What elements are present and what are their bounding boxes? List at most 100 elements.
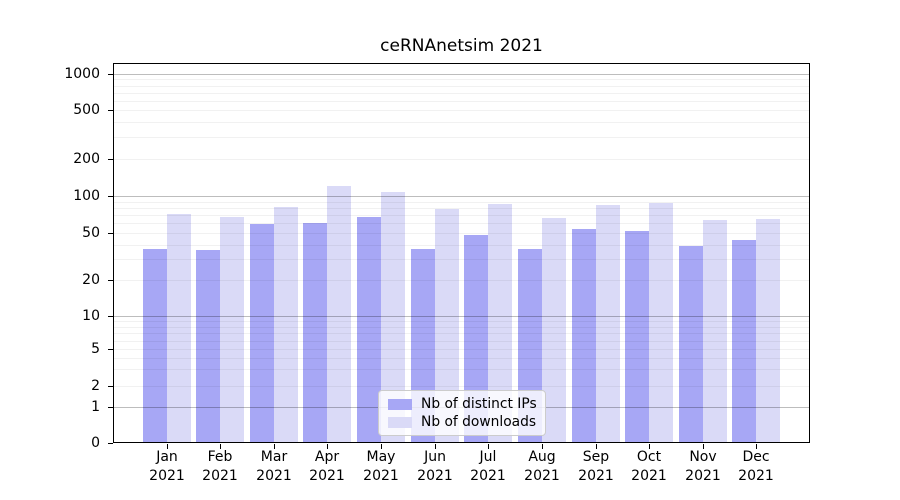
x-tick-month: Jan <box>156 449 178 465</box>
x-tick-mark-may <box>381 444 382 449</box>
x-tick-label-feb: Feb 2021 <box>188 448 252 486</box>
y-tick-label-20: 20 <box>82 272 100 288</box>
x-tick-mark-sep <box>596 444 597 449</box>
x-tick-year: 2021 <box>309 468 345 484</box>
x-tick-year: 2021 <box>470 468 506 484</box>
bar-downloads-apr <box>327 186 352 443</box>
gridline-minor-4 <box>114 358 809 359</box>
gridline-minor-200 <box>114 159 809 160</box>
gridline-minor-600 <box>114 101 809 102</box>
x-tick-year: 2021 <box>738 468 774 484</box>
gridline-minor-5 <box>114 349 809 350</box>
legend-item-distinct-ips: Nb of distinct IPs <box>388 396 537 412</box>
gridline-minor-60 <box>114 223 809 224</box>
x-tick-month: Nov <box>689 449 717 465</box>
bar-downloads-nov <box>702 220 727 443</box>
y-tick-mark-1000 <box>108 74 113 75</box>
legend-label-distinct-ips: Nb of distinct IPs <box>421 396 537 412</box>
x-tick-label-apr: Apr 2021 <box>295 448 359 486</box>
bar-distinct-ips-mar <box>249 224 274 443</box>
x-tick-month: Oct <box>636 449 662 465</box>
x-tick-label-jul: Jul 2021 <box>456 448 520 486</box>
legend-swatch-distinct-ips-icon <box>388 398 412 410</box>
y-tick-mark-20 <box>108 280 113 281</box>
gridline-major-100 <box>114 196 809 197</box>
y-tick-mark-50 <box>108 233 113 234</box>
gridline-minor-900 <box>114 79 809 80</box>
x-tick-mark-oct <box>649 444 650 449</box>
bar-distinct-ips-may <box>357 216 382 443</box>
y-tick-mark-10 <box>108 316 113 317</box>
x-tick-month: May <box>366 449 396 465</box>
gridline-minor-500 <box>114 110 809 111</box>
x-tick-mark-jan <box>167 444 168 449</box>
y-tick-label-10: 10 <box>82 308 100 324</box>
gridline-minor-2 <box>114 386 809 387</box>
gridline-minor-400 <box>114 122 809 123</box>
x-tick-year: 2021 <box>363 468 399 484</box>
y-tick-label-200: 200 <box>73 151 100 167</box>
y-tick-label-2: 2 <box>91 378 100 394</box>
y-tick-mark-2 <box>108 386 113 387</box>
gridline-minor-20 <box>114 280 809 281</box>
bar-distinct-ips-feb <box>196 250 221 443</box>
bar-distinct-ips-jan <box>142 248 167 443</box>
x-tick-label-jan: Jan 2021 <box>135 448 199 486</box>
x-tick-label-sep: Sep 2021 <box>564 448 628 486</box>
y-tick-mark-500 <box>108 110 113 111</box>
x-tick-label-nov: Nov 2021 <box>671 448 735 486</box>
legend: Nb of distinct IPs Nb of downloads <box>378 390 546 436</box>
y-tick-label-1: 1 <box>91 399 100 415</box>
x-tick-mark-nov <box>703 444 704 449</box>
gridline-major-10 <box>114 316 809 317</box>
gridline-minor-80 <box>114 208 809 209</box>
gridline-minor-300 <box>114 137 809 138</box>
bar-distinct-ips-nov <box>678 245 703 443</box>
gridline-major-1000 <box>114 74 809 75</box>
x-tick-month: Sep <box>582 449 610 465</box>
y-tick-label-100: 100 <box>73 188 100 204</box>
y-tick-mark-100 <box>108 196 113 197</box>
x-tick-mark-feb <box>220 444 221 449</box>
y-tick-mark-200 <box>108 159 113 160</box>
x-tick-mark-jul <box>488 444 489 449</box>
bar-distinct-ips-sep <box>571 229 596 443</box>
x-tick-mark-apr <box>327 444 328 449</box>
bar-downloads-mar <box>273 206 298 443</box>
chart-title: ceRNAnetsim 2021 <box>380 36 543 56</box>
gridline-minor-6 <box>114 341 809 342</box>
x-tick-label-jun: Jun 2021 <box>403 448 467 486</box>
y-tick-label-50: 50 <box>82 225 100 241</box>
x-tick-mark-aug <box>542 444 543 449</box>
gridline-minor-7 <box>114 333 809 334</box>
gridline-minor-50 <box>114 233 809 234</box>
x-tick-year: 2021 <box>685 468 721 484</box>
x-tick-label-mar: Mar 2021 <box>242 448 306 486</box>
legend-label-downloads: Nb of downloads <box>421 414 537 430</box>
y-tick-label-1000: 1000 <box>64 66 100 82</box>
x-tick-month: Feb <box>207 449 233 465</box>
bar-distinct-ips-dec <box>732 239 757 443</box>
gridline-minor-90 <box>114 202 809 203</box>
bar-downloads-sep <box>595 204 620 443</box>
gridline-minor-700 <box>114 93 809 94</box>
x-tick-label-dec: Dec 2021 <box>724 448 788 486</box>
legend-swatch-downloads-icon <box>388 416 412 428</box>
x-tick-year: 2021 <box>631 468 667 484</box>
x-tick-month: Jul <box>479 449 497 465</box>
x-tick-year: 2021 <box>202 468 238 484</box>
gridline-minor-3 <box>114 369 809 370</box>
gridline-minor-9 <box>114 321 809 322</box>
gridline-minor-8 <box>114 327 809 328</box>
y-tick-mark-5 <box>108 349 113 350</box>
bar-downloads-oct <box>649 202 674 443</box>
x-tick-mark-dec <box>756 444 757 449</box>
gridline-minor-800 <box>114 86 809 87</box>
bar-downloads-feb <box>220 216 245 443</box>
y-tick-label-500: 500 <box>73 102 100 118</box>
x-tick-mark-jun <box>435 444 436 449</box>
bar-distinct-ips-oct <box>625 231 650 443</box>
bar-downloads-jan <box>166 213 191 443</box>
y-tick-mark-1 <box>108 407 113 408</box>
